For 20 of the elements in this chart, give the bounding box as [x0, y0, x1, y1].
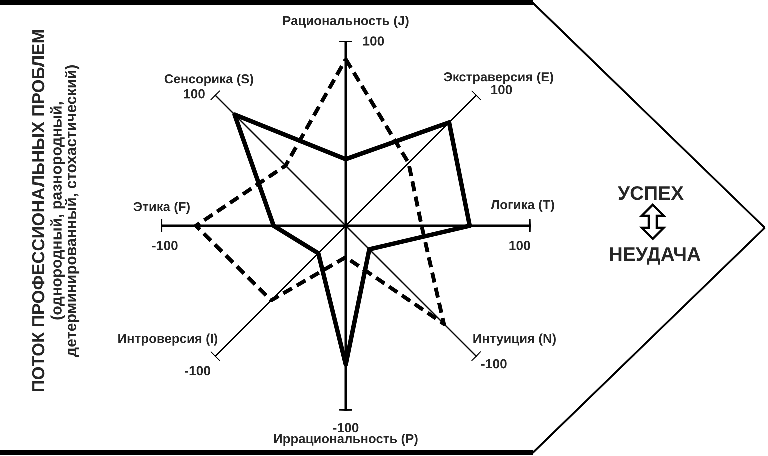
- text: 100: [510, 241, 530, 250]
- spoke-label: Интуиция (N): [474, 334, 556, 346]
- spoke-label: Этика (F): [134, 202, 190, 214]
- spoke-label: Рациональность (J): [283, 16, 409, 28]
- text: -100: [481, 359, 507, 369]
- text: 100: [184, 89, 205, 99]
- spoke-label: Экстраверсия (E): [444, 72, 554, 84]
- spoke-label: Сенсорика (S): [164, 74, 254, 86]
- spoke-label: Интроверсия (I): [118, 334, 218, 346]
- spoke-label: Логика (T): [491, 200, 554, 212]
- spoke-label: Иррациональность (P): [274, 434, 418, 446]
- text: НЕУДАЧА: [610, 248, 701, 265]
- text: 100: [492, 85, 512, 95]
- text: УСПЕХ: [618, 186, 684, 200]
- text: -100: [185, 366, 210, 376]
- text: -100: [333, 423, 359, 433]
- text: -100: [152, 241, 178, 250]
- text: ПОТОК ПРОФЕССИОНАЛЬНЫХ ПРОБЛЕМ: [32, 30, 45, 392]
- text: (однородный, разнородный, детерминированный, стохастический): [50, 66, 80, 358]
- text: 100: [363, 36, 384, 46]
